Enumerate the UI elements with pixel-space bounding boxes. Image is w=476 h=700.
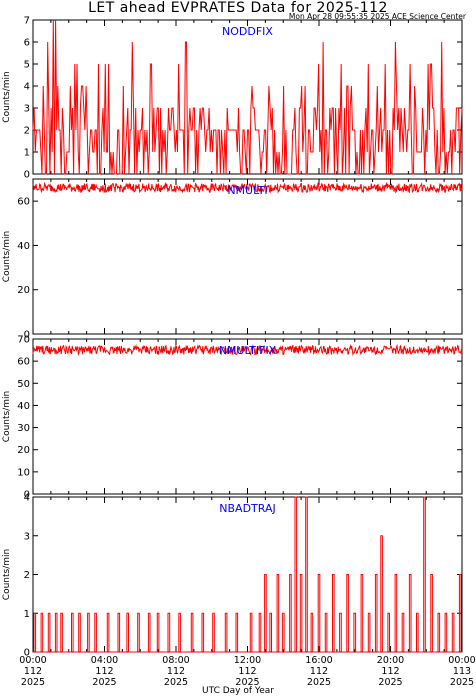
x-tick-label-year: 2025 <box>21 677 45 688</box>
y-tick-label: 10 <box>17 467 30 478</box>
y-axis-label: Counts/min <box>2 391 12 442</box>
y-tick-label: 40 <box>17 401 30 412</box>
y-axis-label: Counts/min <box>2 71 12 122</box>
x-tick-label-doy: 112 <box>310 666 328 677</box>
x-tick-label-doy: 112 <box>24 666 42 677</box>
data-series-line <box>32 19 463 175</box>
x-tick-label-time: 12:00 <box>234 655 261 666</box>
x-tick-label-time: 20:00 <box>377 655 404 666</box>
y-tick-label: 2 <box>24 126 30 137</box>
y-tick-label: 5 <box>24 60 30 71</box>
y-tick-label: 0 <box>24 330 30 341</box>
y-tick-label: 3 <box>24 104 30 115</box>
panel-frame <box>32 496 463 653</box>
y-tick-label: 4 <box>24 493 30 504</box>
x-tick-label-year: 2025 <box>235 677 259 688</box>
y-tick-label: 60 <box>17 357 30 368</box>
y-tick-label: 1 <box>24 609 30 620</box>
data-series-line <box>32 181 463 194</box>
panel-label: NMULTIFIX <box>219 344 277 357</box>
panel-label: NODDFIX <box>222 25 273 38</box>
panel-label: NBADTRAJ <box>219 502 275 515</box>
panel-frame <box>32 178 463 335</box>
y-tick-label: 2 <box>24 570 30 581</box>
y-tick-label: 4 <box>24 82 30 93</box>
y-tick-label: 30 <box>17 423 30 434</box>
x-tick-label-year: 2025 <box>378 677 402 688</box>
x-tick-label-time: 00:00 <box>19 655 46 666</box>
x-tick-label-doy: 112 <box>95 666 113 677</box>
data-series-line <box>32 343 463 357</box>
data-series-line <box>33 496 462 653</box>
panel-frame <box>32 338 463 495</box>
x-tick-label-doy: 112 <box>167 666 185 677</box>
x-tick-label-year: 2025 <box>164 677 188 688</box>
y-axis-label: Counts/min <box>2 549 12 600</box>
y-tick-label: 0 <box>24 490 30 501</box>
y-tick-label: 70 <box>17 335 30 346</box>
x-tick-label-time: 04:00 <box>91 655 118 666</box>
x-axis-label: UTC Day of Year <box>202 686 274 696</box>
x-tick-label-year: 2025 <box>307 677 331 688</box>
x-tick-label-time: 08:00 <box>162 655 189 666</box>
y-axis-label: Counts/min <box>2 231 12 282</box>
x-tick-label-year: 2025 <box>450 677 474 688</box>
panel-label: NMULTI <box>227 184 267 197</box>
y-tick-label: 20 <box>17 445 30 456</box>
y-tick-label: 6 <box>24 38 30 49</box>
y-tick-label: 20 <box>17 285 30 296</box>
figure-title: LET ahead EVPRATES Data for 2025-112 <box>88 0 388 16</box>
y-tick-label: 3 <box>24 531 30 542</box>
y-tick-label: 0 <box>24 648 30 659</box>
x-tick-label-time: 16:00 <box>305 655 332 666</box>
y-tick-label: 7 <box>24 16 30 27</box>
y-tick-label: 1 <box>24 148 30 159</box>
y-tick-label: 0 <box>24 170 30 181</box>
x-tick-label-year: 2025 <box>92 677 116 688</box>
x-tick-label-doy: 112 <box>381 666 399 677</box>
y-tick-label: 60 <box>17 197 30 208</box>
y-tick-label: 50 <box>17 379 30 390</box>
x-tick-label-doy: 112 <box>238 666 256 677</box>
figure-timestamp: Mon Apr 28 09:55:35 2025 ACE Science Cen… <box>288 12 466 21</box>
y-tick-label: 40 <box>17 241 30 252</box>
x-tick-label-time: 00:00 <box>448 655 475 666</box>
x-tick-label-doy: 113 <box>453 666 471 677</box>
